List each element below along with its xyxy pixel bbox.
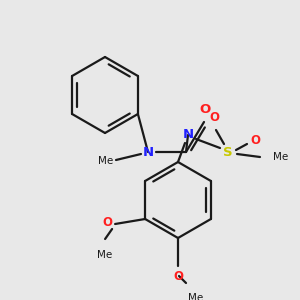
Text: Me: Me — [273, 152, 288, 162]
Text: O: O — [209, 111, 219, 124]
Text: O: O — [173, 270, 183, 283]
Text: Me: Me — [98, 156, 113, 166]
Text: N: N — [142, 146, 154, 158]
Text: O: O — [250, 134, 260, 146]
Text: N: N — [182, 128, 194, 142]
Text: Me: Me — [98, 250, 113, 260]
Text: O: O — [200, 103, 211, 116]
Text: S: S — [223, 146, 233, 158]
Text: O: O — [102, 217, 112, 230]
Text: Me: Me — [188, 293, 203, 300]
